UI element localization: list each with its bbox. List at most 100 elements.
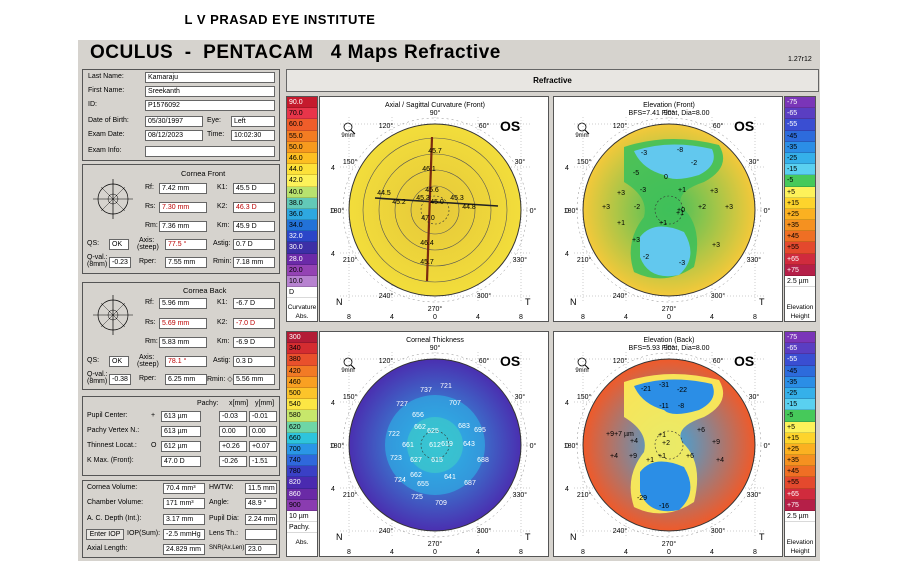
back-astig-label: Astig: <box>213 357 231 364</box>
hwtw-field: 11.5 mm <box>245 483 277 494</box>
scale-cell: +65 <box>785 488 815 500</box>
axis-angle-label: 120° <box>379 357 394 365</box>
x-tick-label: 8 <box>581 549 585 556</box>
map-value: 0 <box>664 174 668 181</box>
x-tick-label: 8 <box>581 314 585 321</box>
corneal-thickness-map[interactable]: 90° 120° 60° 150° 30° 180° 0° 210° 330° 240° 300° 2… <box>319 331 549 557</box>
axis-angle-label: 240° <box>613 292 628 300</box>
axis-angle-label: 30° <box>749 393 760 401</box>
front-km-label: Km: <box>217 222 230 229</box>
id-field[interactable]: P1576092 <box>145 100 275 111</box>
elevation-front-map[interactable]: 90° 120° 60° 150° 30° 180° 0° 210° 330° 240° 300° 2… <box>553 96 783 322</box>
dob-field[interactable]: 05/30/1997 <box>145 116 203 127</box>
axis-angle-label: 270° <box>662 540 677 548</box>
map-value: +9 <box>712 439 720 446</box>
eye-field[interactable]: Left <box>231 116 275 127</box>
scale-cell: 38.0 <box>287 197 317 209</box>
scale-cell: -15 <box>785 399 815 411</box>
axis-angle-label: 300° <box>711 292 726 300</box>
acd-field: 3.17 mm <box>163 514 205 525</box>
map-value: 656 <box>412 412 424 419</box>
scale-caption: Elevation <box>786 304 814 311</box>
axial-curvature-map[interactable]: 90° 120° 60° 150° 30° 180° 0° 210° 330° 240° 300° 2… <box>319 96 549 322</box>
front-axis-field: 77.5 ° <box>165 239 207 250</box>
scale-caption-sub: Height <box>790 313 810 320</box>
axis-angle-label: 0° <box>764 207 771 215</box>
map-value: -11 <box>659 403 669 410</box>
scale-cell: +55 <box>785 477 815 489</box>
back-qval-sub: (8mm) <box>87 378 108 385</box>
axis-angle-label: 180° <box>564 442 579 450</box>
scale-cell: 20.0 <box>287 264 317 276</box>
eye-label: OS <box>500 118 520 134</box>
thickness-scale: 300 340 380 420 460 500 540 580 620 660 700 740 780 8… <box>286 331 318 557</box>
front-rper-label: Rper: <box>139 258 157 265</box>
axis-angle-label: 30° <box>749 158 760 166</box>
front-rmin-field: 7.18 mm <box>233 257 275 268</box>
map-value: +1 <box>676 210 684 217</box>
map-value: 45.7 <box>420 259 434 266</box>
map-value: 641 <box>444 474 456 481</box>
map-value: 723 <box>390 455 402 462</box>
front-qs-field: OK <box>109 239 129 250</box>
axis-angle-label: 210° <box>343 491 358 499</box>
scale-cell: 28.0 <box>287 253 317 265</box>
axis-angle-label: 150° <box>577 158 592 166</box>
map-value: 45.3 <box>416 195 430 202</box>
exam-info-field[interactable] <box>145 146 275 157</box>
map-value: 643 <box>463 441 475 448</box>
app-title: OCULUS - PENTACAM 4 Maps Refractive <box>90 42 501 63</box>
map-value: 44.5 <box>377 190 391 197</box>
back-qs-field: OK <box>109 356 129 367</box>
first-name-field[interactable]: Sreekanth <box>145 86 275 97</box>
back-km-label: Km: <box>217 338 230 345</box>
map-value: -3 <box>679 260 685 267</box>
axis-angle-label: 60° <box>713 357 724 365</box>
chamber-volume-label: Chamber Volume: <box>87 499 144 506</box>
axis-angle-label: 150° <box>343 393 358 401</box>
x-tick-label: 4 <box>710 314 714 321</box>
pupil-dia-field: 2.24 mm <box>245 514 277 525</box>
exam-date-field[interactable]: 08/12/2023 <box>145 130 203 141</box>
scale-cell: 380 <box>287 354 317 366</box>
x-tick-label: 8 <box>347 549 351 556</box>
map-value: +7 µm <box>614 431 634 438</box>
back-qval-field: -0.38 <box>109 374 131 385</box>
pachy-row-y: 0.00 <box>249 426 277 437</box>
map-value: -5 <box>633 170 639 177</box>
scale-cell: 46.0 <box>287 152 317 165</box>
axis-angle-label: 60° <box>479 357 490 365</box>
axis-angle-label: 60° <box>713 122 724 130</box>
x-tick-label: 4 <box>476 549 480 556</box>
scale-cell: +55 <box>785 242 815 254</box>
back-k1-field: -6.7 D <box>233 298 275 309</box>
axis-angle-label: 150° <box>577 393 592 401</box>
map-value: -2 <box>634 204 640 211</box>
map-value: +4 <box>716 457 724 464</box>
y-tick-label: 4 <box>331 165 335 172</box>
scale-cell: 55.0 <box>287 130 317 142</box>
scale-caption: Elevation <box>786 539 814 546</box>
last-name-field[interactable]: Kamaraju <box>145 72 275 83</box>
scale-cell: 340 <box>287 343 317 355</box>
time-label: Time: <box>207 131 225 138</box>
scale-cell: -35 <box>785 376 815 388</box>
time-field[interactable]: 10:02:30 <box>231 130 275 141</box>
y-tick-label: 4 <box>565 165 569 172</box>
axial-length-field: 24.829 mm <box>163 544 205 555</box>
map-value: 46.1 <box>422 166 436 173</box>
back-axis-field: 78.1 ° <box>165 356 207 367</box>
scale-cell: 900 <box>287 499 317 511</box>
scale-cell: 620 <box>287 421 317 433</box>
pachy-row-value: 612 µm <box>161 441 201 452</box>
iop-field: -2.5 mmHg <box>163 529 205 540</box>
back-astig-field: 0.3 D <box>233 356 275 367</box>
enter-iop-button[interactable]: Enter IOP <box>86 529 124 540</box>
elevation-back-map[interactable]: 90° 120° 60° 150° 30° 180° 0° 210° 330° 240° 300° 2… <box>553 331 783 557</box>
pachy-row-y: -0.01 <box>249 411 277 422</box>
cornea-back-panel: Cornea Back Rf: 5.96 mm K1: -6.7 D Rs: 5… <box>82 282 280 390</box>
id-label: ID: <box>88 101 97 108</box>
scale-cell: +5 <box>785 421 815 433</box>
scale-cell: +15 <box>785 432 815 444</box>
y-tick-label: 0 <box>331 443 335 450</box>
